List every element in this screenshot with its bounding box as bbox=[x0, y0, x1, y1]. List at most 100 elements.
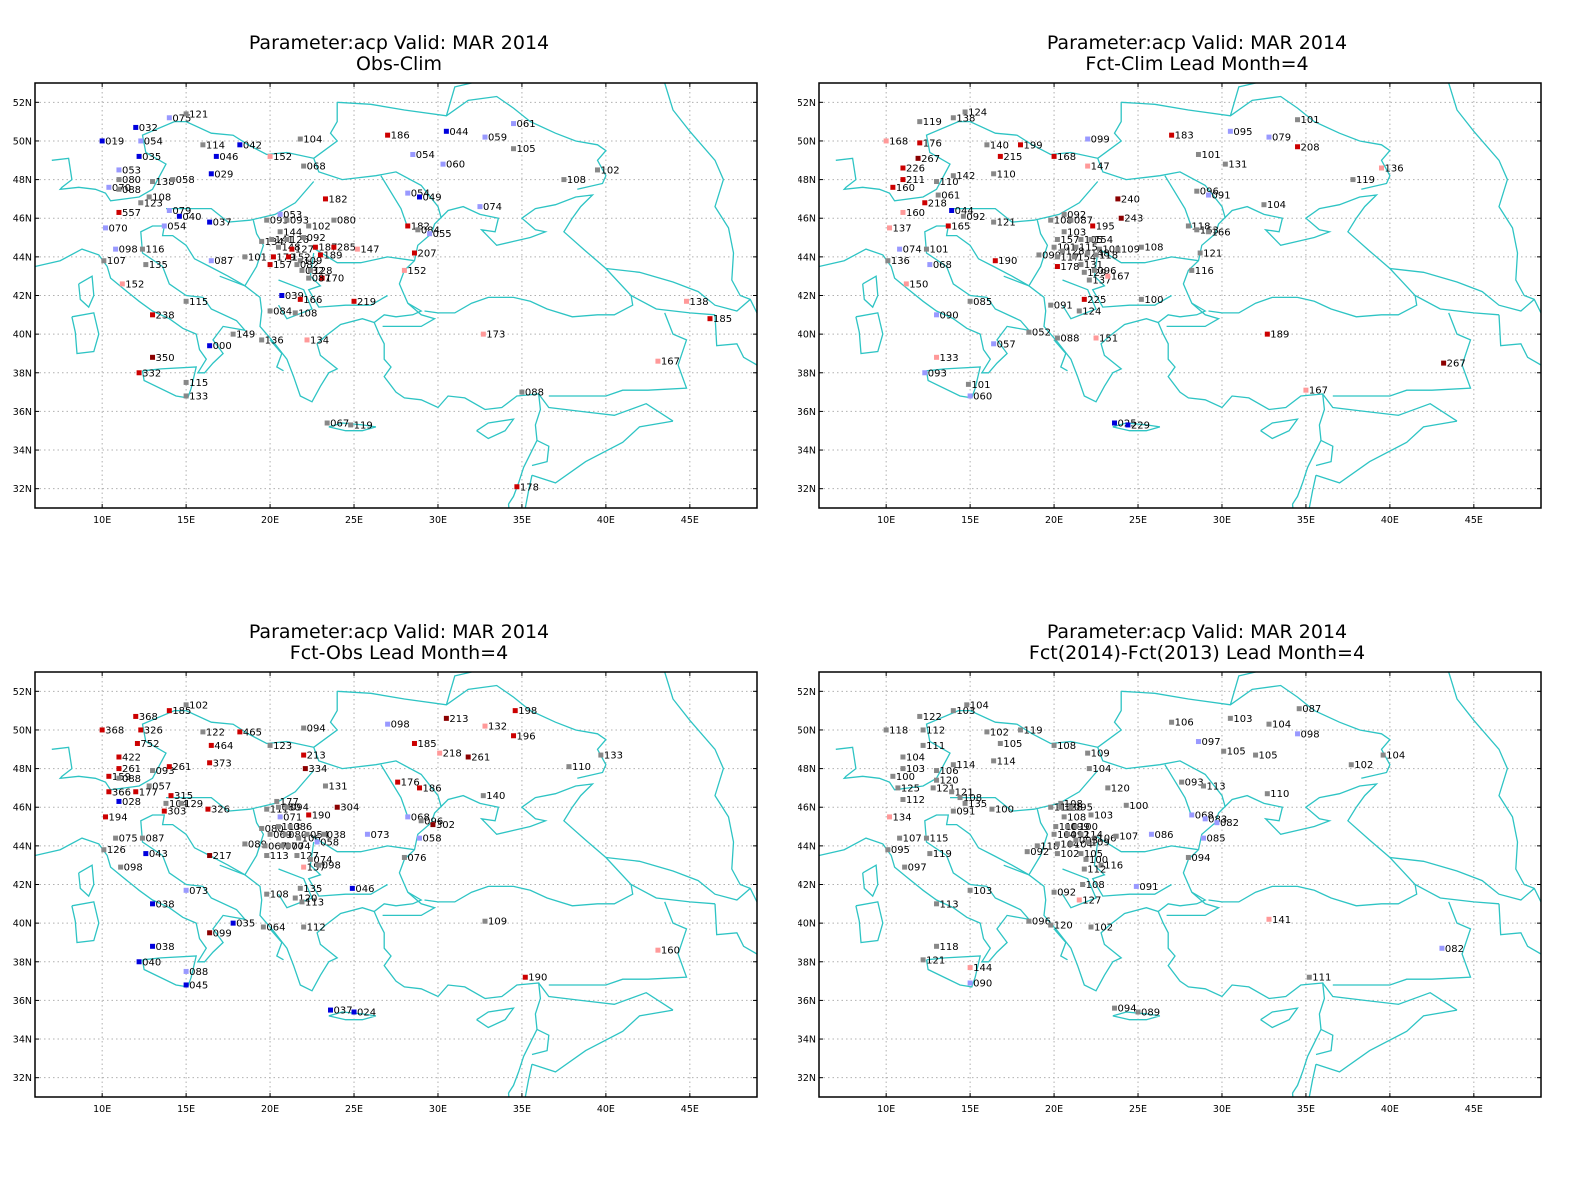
station-marker bbox=[237, 729, 243, 735]
lon-tick-label: 25E bbox=[1129, 1104, 1147, 1115]
station-marker bbox=[411, 250, 417, 256]
station-value: 218 bbox=[443, 749, 462, 760]
lat-tick-label: 40N bbox=[798, 919, 816, 930]
station-value: 054 bbox=[310, 830, 329, 841]
station-marker bbox=[138, 138, 144, 144]
station-marker bbox=[1065, 831, 1071, 837]
station-marker bbox=[417, 194, 423, 200]
station-marker bbox=[957, 795, 963, 801]
station-marker bbox=[150, 901, 156, 907]
station-marker bbox=[1017, 142, 1023, 148]
station-value: 238 bbox=[156, 310, 175, 321]
station-value: 122 bbox=[206, 727, 225, 738]
station-value: 088 bbox=[122, 185, 141, 196]
station-value: 189 bbox=[1270, 330, 1289, 341]
station-marker bbox=[150, 943, 156, 949]
station-marker bbox=[183, 702, 189, 708]
station-value: 261 bbox=[172, 762, 191, 773]
station-value: 057 bbox=[997, 339, 1016, 350]
station-value: 090 bbox=[1042, 250, 1061, 261]
station-value: 752 bbox=[140, 739, 159, 750]
station-value: 368 bbox=[139, 712, 158, 723]
station-value: 315 bbox=[174, 791, 193, 802]
station-marker bbox=[116, 766, 122, 772]
station-value: 096 bbox=[424, 816, 443, 827]
station-marker bbox=[1295, 117, 1301, 123]
station-marker bbox=[1113, 833, 1119, 839]
station-value: 129 bbox=[184, 799, 203, 810]
lat-tick-label: 52N bbox=[13, 98, 32, 109]
station-marker bbox=[405, 814, 411, 820]
station-value: 079 bbox=[172, 206, 191, 217]
station-value: 195 bbox=[1096, 221, 1115, 232]
station-value: 104 bbox=[1267, 200, 1286, 211]
lon-tick-label: 15E bbox=[177, 1104, 195, 1115]
station-marker bbox=[482, 134, 488, 140]
station-marker bbox=[264, 891, 270, 897]
station-value: 285 bbox=[337, 243, 356, 254]
lat-tick-label: 40N bbox=[13, 919, 32, 930]
station-marker bbox=[1078, 831, 1084, 837]
station-value: 098 bbox=[391, 720, 410, 731]
station-value: 088 bbox=[525, 388, 544, 399]
station-marker bbox=[1054, 254, 1060, 260]
lat-tick-label: 46N bbox=[798, 214, 816, 225]
station-value: 213 bbox=[307, 751, 326, 762]
station-marker bbox=[890, 773, 896, 779]
station-marker bbox=[116, 177, 122, 183]
station-marker bbox=[1081, 269, 1087, 275]
station-marker bbox=[992, 258, 998, 264]
station-marker bbox=[395, 779, 401, 785]
station-marker bbox=[411, 740, 417, 746]
station-marker bbox=[307, 267, 313, 273]
station-value: 068 bbox=[411, 812, 430, 823]
station-marker bbox=[348, 422, 354, 428]
station-value: 111 bbox=[926, 741, 945, 752]
station-marker bbox=[306, 812, 312, 818]
station-value: 135 bbox=[149, 260, 168, 271]
station-value: 106 bbox=[1097, 834, 1116, 845]
station-value: 110 bbox=[997, 169, 1016, 180]
station-value: 101 bbox=[1201, 150, 1220, 161]
station-marker bbox=[1135, 1009, 1141, 1015]
station-marker bbox=[116, 186, 122, 192]
station-marker bbox=[138, 200, 144, 206]
station-marker bbox=[1206, 192, 1212, 198]
station-marker bbox=[119, 281, 125, 287]
station-marker bbox=[1222, 161, 1228, 167]
lon-tick-label: 20E bbox=[1045, 515, 1063, 526]
station-value: 148 bbox=[1091, 249, 1110, 260]
station-value: 112 bbox=[307, 923, 326, 934]
station-value: 094 bbox=[307, 724, 326, 735]
station-value: 138 bbox=[156, 177, 175, 188]
station-value: 105 bbox=[1003, 739, 1022, 750]
lon-tick-label: 25E bbox=[345, 1104, 363, 1115]
station-marker bbox=[984, 142, 990, 148]
station-value: 038 bbox=[327, 830, 346, 841]
station-value: 029 bbox=[214, 169, 233, 180]
station-marker bbox=[113, 246, 119, 252]
station-value: 054 bbox=[411, 189, 430, 200]
station-value: 108 bbox=[1086, 880, 1105, 891]
coastlines bbox=[35, 672, 757, 1097]
station-marker bbox=[920, 727, 926, 733]
station-marker bbox=[923, 835, 929, 841]
station-value: 186 bbox=[391, 131, 410, 142]
station-value: 147 bbox=[1091, 162, 1110, 173]
station-value: 131 bbox=[328, 781, 347, 792]
station-value: 024 bbox=[357, 1008, 376, 1019]
station-value: 080 bbox=[265, 824, 284, 835]
station-value: 115 bbox=[1079, 243, 1098, 254]
station-marker bbox=[522, 974, 528, 980]
station-value: 185 bbox=[713, 314, 732, 325]
station-value: 105 bbox=[1084, 849, 1103, 860]
station-value: 115 bbox=[189, 378, 208, 389]
station-value: 100 bbox=[896, 772, 915, 783]
station-marker bbox=[930, 785, 936, 791]
station-value: 211 bbox=[906, 175, 925, 186]
station-value: 121 bbox=[955, 787, 974, 798]
station-marker bbox=[267, 308, 273, 314]
lat-tick-label: 36N bbox=[13, 996, 32, 1007]
station-value: 183 bbox=[1175, 131, 1194, 142]
station-value: 035 bbox=[236, 919, 255, 930]
